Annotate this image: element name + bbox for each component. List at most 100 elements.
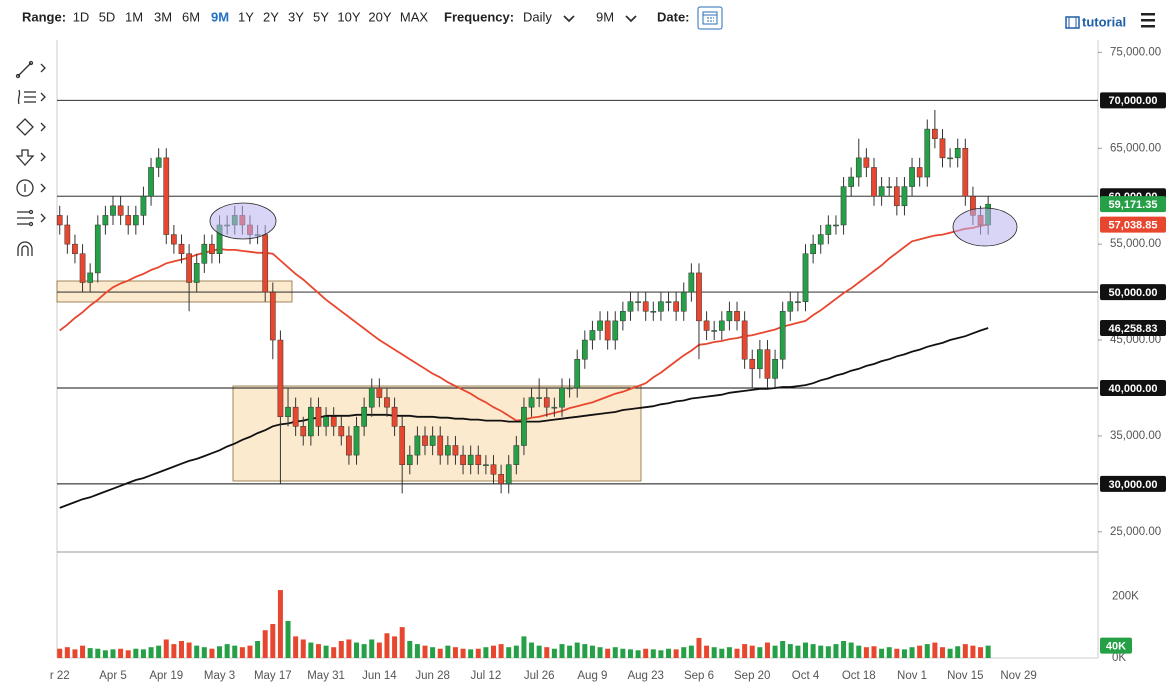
range-button[interactable]: 20Y xyxy=(368,9,391,24)
candle-body xyxy=(688,272,695,293)
x-tick-label: May 3 xyxy=(204,670,235,682)
range-button[interactable]: 5Y xyxy=(313,9,329,24)
candle-body xyxy=(391,406,398,427)
volume-bar xyxy=(749,645,755,658)
candle-body xyxy=(193,263,200,283)
volume-bar xyxy=(133,648,139,658)
candle-body xyxy=(954,148,961,159)
volume-bar xyxy=(369,639,375,658)
volume-bar xyxy=(445,645,451,658)
volume-bar xyxy=(947,648,953,658)
volume-bar xyxy=(217,646,223,658)
volume-bar xyxy=(354,642,360,658)
range-button[interactable]: 1M xyxy=(125,9,143,24)
volume-bar xyxy=(262,630,268,658)
candle-body xyxy=(376,387,383,398)
candle-body xyxy=(125,215,132,226)
candle-body xyxy=(483,464,489,466)
candle-body xyxy=(589,330,596,341)
volume-bar xyxy=(125,650,131,658)
candle-body xyxy=(962,148,969,197)
period-select[interactable]: 9M xyxy=(596,9,614,24)
volume-bar xyxy=(848,642,854,658)
x-tick-label: Apr 19 xyxy=(149,670,183,682)
volume-bar xyxy=(232,645,238,658)
candle-body xyxy=(893,186,900,207)
range-button[interactable]: 3Y xyxy=(288,9,304,24)
volume-bar xyxy=(803,642,809,658)
volume-bar xyxy=(293,636,299,658)
volume-bar xyxy=(681,647,687,658)
menu-button[interactable] xyxy=(1141,13,1155,28)
ma-label-box xyxy=(1100,216,1166,233)
candle-body xyxy=(505,464,512,485)
candle-body xyxy=(886,186,893,188)
volume-bar xyxy=(491,645,496,658)
annotation-tool[interactable] xyxy=(16,179,46,197)
candle-body xyxy=(939,138,946,159)
line-tool[interactable] xyxy=(15,60,46,79)
range-button[interactable]: 10Y xyxy=(337,9,360,24)
volume-bar xyxy=(612,647,618,658)
tutorial-link[interactable]: tutorial xyxy=(1082,14,1126,29)
candle-body xyxy=(536,397,543,399)
range-button[interactable]: 6M xyxy=(182,9,200,24)
range-button[interactable]: 5D xyxy=(99,9,116,24)
calendar-button[interactable] xyxy=(697,6,723,30)
candle-body xyxy=(384,397,390,408)
volume-bar xyxy=(704,645,710,658)
range-button[interactable]: MAX xyxy=(400,9,429,24)
y-tick-label: 45,000.00 xyxy=(1110,334,1161,346)
volume-bar xyxy=(346,639,352,658)
range-button[interactable]: 1D xyxy=(73,9,90,24)
x-tick-label: Oct 4 xyxy=(792,670,820,682)
shape-tool[interactable] xyxy=(16,118,46,136)
volume-bar xyxy=(666,648,672,658)
candle-body xyxy=(444,445,451,456)
volume-bar xyxy=(742,644,748,658)
volume-bar xyxy=(833,644,839,658)
pattern-tool[interactable] xyxy=(17,209,46,227)
volume-bar xyxy=(726,647,732,658)
ma-label-box xyxy=(1100,319,1166,336)
volume-bar xyxy=(270,624,276,658)
volume-bar xyxy=(376,642,382,658)
range-button[interactable]: 9M xyxy=(211,9,229,24)
magnet-tool[interactable] xyxy=(17,241,33,256)
volume-bar xyxy=(627,649,633,658)
volume-bar xyxy=(80,645,86,658)
volume-bar xyxy=(506,647,512,658)
volume-bar xyxy=(939,647,945,658)
candle-body xyxy=(711,330,718,332)
range-button[interactable]: 1Y xyxy=(238,9,254,24)
candle-body xyxy=(840,186,847,226)
volume-bar xyxy=(544,647,550,658)
candle-body xyxy=(422,435,428,446)
candle-body xyxy=(490,464,497,475)
volume-bar xyxy=(719,648,725,658)
candle-body xyxy=(612,320,619,341)
volume-bar xyxy=(338,641,344,658)
x-tick-label: May 31 xyxy=(307,670,345,682)
volume-bar xyxy=(186,642,192,658)
volume-label-box xyxy=(1100,637,1132,654)
level-label: 50,000.00 xyxy=(1109,287,1158,299)
volume-bar xyxy=(361,644,367,658)
candle-body xyxy=(87,272,94,283)
frequency-select[interactable]: Daily xyxy=(523,9,552,24)
volume-bar xyxy=(635,650,641,658)
fib-tool[interactable] xyxy=(17,89,46,105)
candle-body xyxy=(361,406,367,427)
candle-body xyxy=(680,291,687,312)
volume-bar xyxy=(620,648,626,658)
tutorial-icon xyxy=(1065,16,1080,29)
candle-body xyxy=(277,339,284,418)
volume-bar xyxy=(102,650,108,658)
x-tick-label: Jun 28 xyxy=(415,670,450,682)
range-button[interactable]: 3M xyxy=(154,9,172,24)
range-button[interactable]: 2Y xyxy=(263,9,279,24)
candle-body xyxy=(810,243,816,254)
volume-bar xyxy=(978,647,984,658)
candle-body xyxy=(117,205,124,216)
arrow-tool[interactable] xyxy=(15,149,46,166)
